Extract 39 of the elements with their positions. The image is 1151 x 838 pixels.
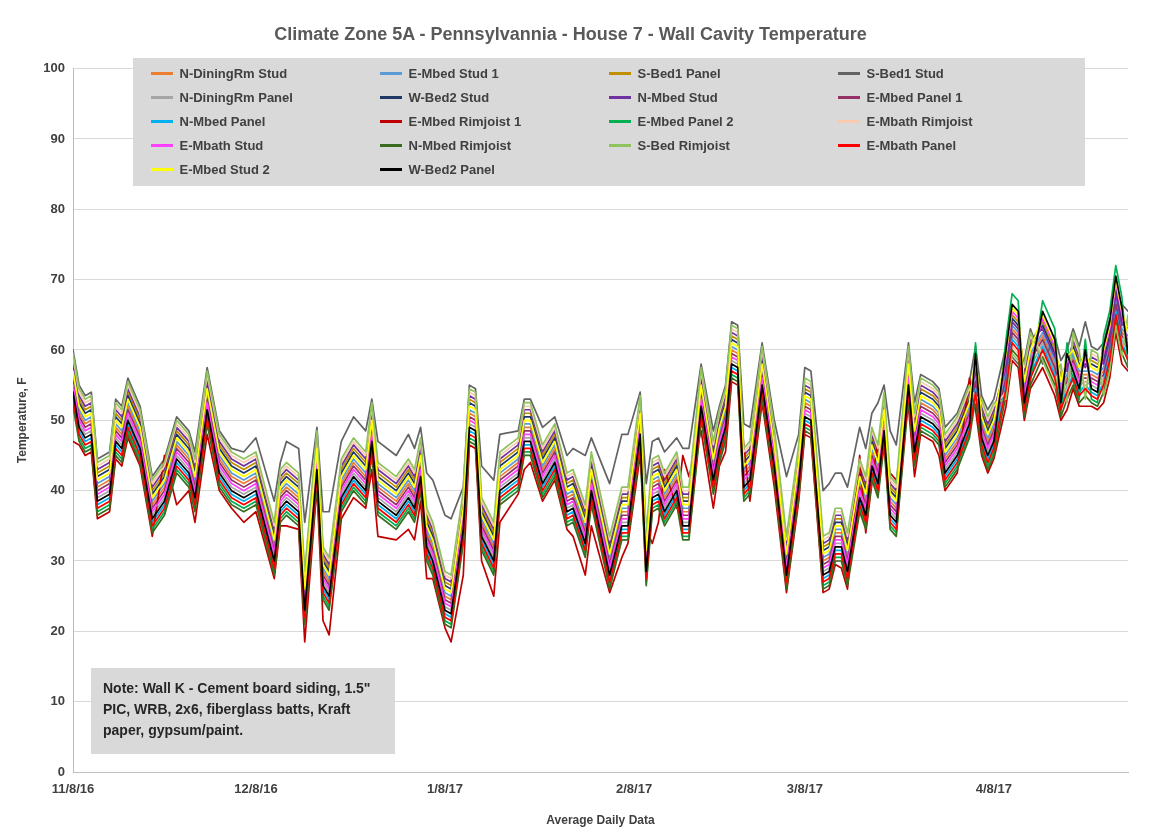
x-tick-label: 2/8/17 xyxy=(615,781,653,797)
x-tick-label: 4/8/17 xyxy=(975,781,1012,797)
y-tick-label: 10 xyxy=(50,693,65,709)
legend-label: E-Mbed Stud 2 xyxy=(179,162,270,178)
y-tick-label: 60 xyxy=(50,341,65,357)
legend-label: E-Mbed Stud 1 xyxy=(408,66,499,82)
y-tick-label: 100 xyxy=(43,60,65,76)
legend-label: E-Mbed Panel 1 xyxy=(866,90,963,106)
y-tick-label: 90 xyxy=(50,130,65,146)
legend-label: E-Mbath Rimjoist xyxy=(866,114,973,130)
x-tick-label: 11/8/16 xyxy=(51,781,95,797)
x-axis-title: Average Daily Data xyxy=(546,813,655,828)
x-tick-label: 1/8/17 xyxy=(426,781,464,797)
y-tick-label: 40 xyxy=(50,482,65,498)
y-tick-label: 30 xyxy=(50,552,65,568)
y-tick-label: 50 xyxy=(50,411,65,427)
legend-label: N-Mbed Rimjoist xyxy=(408,138,512,154)
legend-label: S-Bed1 Panel xyxy=(637,66,721,82)
legend-label: W-Bed2 Stud xyxy=(408,90,490,106)
y-tick-label: 20 xyxy=(50,622,65,638)
annotation: Note: Wall K - Cement board siding, 1.5" PIC, WRB, 2x6, fiberglass batts, Kraft paper, gypsum/paint. xyxy=(91,668,395,754)
legend-label: E-Mbed Panel 2 xyxy=(637,114,734,130)
legend-label: E-Mbath Stud xyxy=(179,138,264,154)
legend-label: E-Mbed Rimjoist 1 xyxy=(408,114,522,130)
y-tick-label: 80 xyxy=(50,200,65,216)
legend-label: S-Bed1 Stud xyxy=(866,66,944,82)
y-axis-title: Temperature, F xyxy=(14,377,29,464)
legend-label: E-Mbath Panel xyxy=(866,138,957,154)
legend-label: S-Bed Rimjoist xyxy=(637,138,730,154)
legend-label: N-Mbed Stud xyxy=(637,90,718,106)
chart-title: Climate Zone 5A - Pennsylvannia - House 7 - Wall Cavity Temperature xyxy=(274,23,867,44)
x-tick-label: 3/8/17 xyxy=(786,781,823,797)
x-tick-label: 12/8/16 xyxy=(234,781,278,797)
legend-label: N-Mbed Panel xyxy=(179,114,266,130)
y-tick-label: 0 xyxy=(57,763,65,779)
y-tick-label: 70 xyxy=(50,271,65,287)
legend-label: N-DiningRm Stud xyxy=(179,66,288,82)
legend-label: N-DiningRm Panel xyxy=(179,90,293,106)
legend-label: W-Bed2 Panel xyxy=(408,162,495,178)
